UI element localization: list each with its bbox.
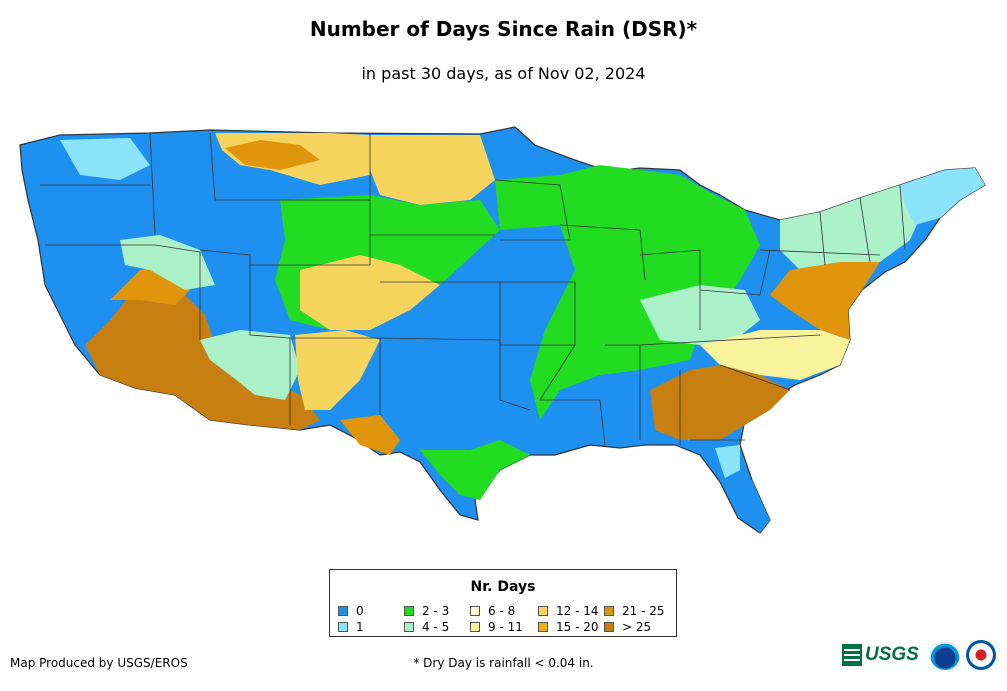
legend-item-1: 1 <box>338 620 364 634</box>
state-boundaries <box>40 132 906 446</box>
legend-label-5: 9 - 11 <box>488 620 523 634</box>
region-southeast-over25 <box>650 365 790 440</box>
usgs-logo: USGS <box>842 644 919 666</box>
legend-swatch-3 <box>404 622 414 632</box>
legend-label-2: 2 - 3 <box>422 604 450 618</box>
legend-label-8: 21 - 25 <box>622 604 665 618</box>
noaa-logo-icon <box>930 640 960 670</box>
legend-label-4: 6 - 8 <box>488 604 516 618</box>
region-newengland-cyan <box>900 168 985 225</box>
legend-swatch-8 <box>604 606 614 616</box>
legend-swatch-6 <box>538 606 548 616</box>
nws-logo-icon <box>966 640 996 670</box>
legend-item-3: 4 - 5 <box>404 620 449 634</box>
region-midatlantic-orange <box>770 262 880 340</box>
dry-day-footnote: * Dry Day is rainfall < 0.04 in. <box>413 656 594 670</box>
legend-label-0: 0 <box>356 604 364 618</box>
region-texas-brown <box>340 415 400 455</box>
legend-item-8: 21 - 25 <box>604 604 665 618</box>
region-newmexico-yellow <box>295 330 380 410</box>
region-northwest-cyan <box>60 138 150 180</box>
agency-logos: USGS <box>842 638 1002 678</box>
region-idaho-light <box>120 235 215 290</box>
map-subtitle: in past 30 days, as of Nov 02, 2024 <box>361 64 646 83</box>
legend-swatch-1 <box>338 622 348 632</box>
legend-label-9: > 25 <box>622 620 652 634</box>
legend-item-0: 0 <box>338 604 364 618</box>
legend-label-3: 4 - 5 <box>422 620 450 634</box>
legend-label-1: 1 <box>356 620 364 634</box>
region-florida-blue <box>732 470 770 533</box>
region-newmexico-light <box>200 330 300 400</box>
region-carolina-yellow <box>700 330 850 380</box>
dsr-regions <box>60 133 985 533</box>
region-florida-cyan <box>715 445 740 478</box>
map-credit: Map Produced by USGS/EROS <box>10 656 188 670</box>
region-dakota-yellow <box>370 135 495 205</box>
legend-item-6: 12 - 14 <box>538 604 599 618</box>
legend-title: Nr. Days <box>470 579 536 595</box>
region-central-blue <box>380 225 575 450</box>
legend-swatch-7 <box>538 622 548 632</box>
region-northeast-light <box>780 185 930 270</box>
legend: Nr. Days 0 1 2 - 3 4 - 5 6 - 8 9 - 11 12… <box>329 569 677 637</box>
usgs-logo-text: USGS <box>865 644 919 665</box>
legend-item-2: 2 - 3 <box>404 604 449 618</box>
legend-swatch-0 <box>338 606 348 616</box>
legend-swatch-5 <box>470 622 480 632</box>
legend-item-9: > 25 <box>604 620 651 634</box>
legend-swatch-9 <box>604 622 614 632</box>
region-midwest-green <box>495 165 760 420</box>
legend-swatch-2 <box>404 606 414 616</box>
map-title: Number of Days Since Rain (DSR)* <box>309 17 698 41</box>
region-texas-green <box>420 440 530 500</box>
legend-item-5: 9 - 11 <box>470 620 523 634</box>
legend-item-4: 6 - 8 <box>470 604 515 618</box>
usgs-mark-icon <box>842 644 862 666</box>
legend-item-7: 15 - 20 <box>538 620 599 634</box>
region-montana-tan <box>225 140 320 170</box>
legend-label-7: 15 - 20 <box>556 620 599 634</box>
legend-swatch-4 <box>470 606 480 616</box>
legend-label-6: 12 - 14 <box>556 604 599 618</box>
region-colorado-yellow <box>300 255 440 330</box>
